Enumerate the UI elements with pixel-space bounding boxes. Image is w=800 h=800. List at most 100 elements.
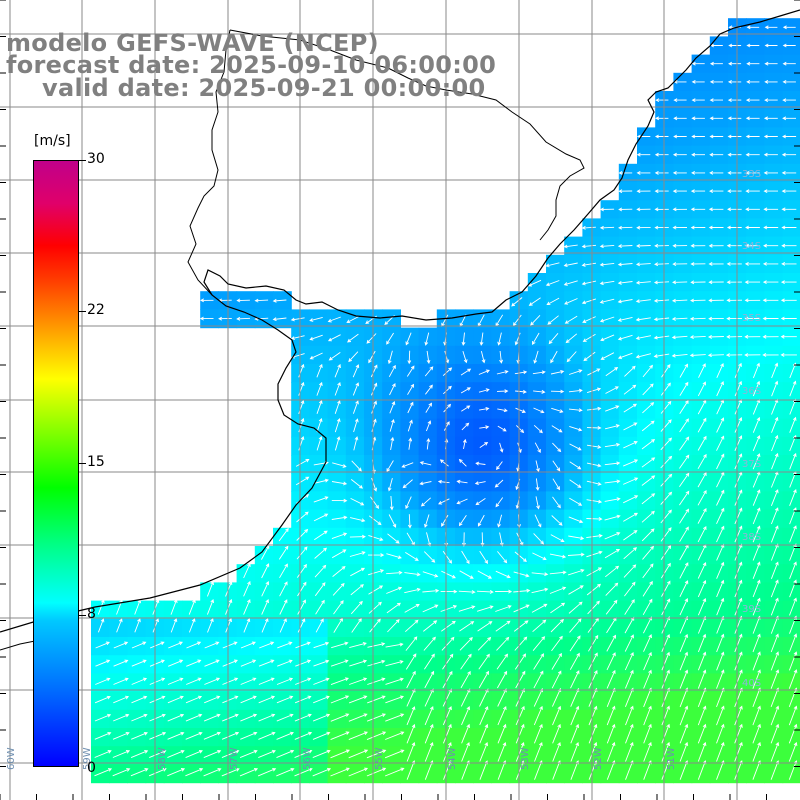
wind-arrow [479, 706, 489, 726]
wind-arrow [167, 731, 185, 740]
wind-arrow [752, 416, 761, 433]
wind-arrow [588, 705, 598, 726]
wind-arrow [424, 706, 434, 726]
wind-arrow [474, 481, 486, 486]
wind-arrow [690, 207, 706, 212]
wind-arrow [679, 741, 689, 762]
wind-arrow [782, 116, 796, 121]
wind-arrow [313, 478, 329, 484]
wind-arrow [641, 528, 655, 542]
wind-arrow [654, 171, 669, 175]
wind-arrow [636, 189, 651, 194]
wind-arrow [727, 98, 742, 102]
wind-arrow [763, 207, 779, 212]
wind-arrow [734, 543, 743, 561]
wind-arrow [660, 562, 671, 579]
wind-arrow [533, 424, 543, 434]
colorbar [33, 160, 79, 767]
lon-label-56w: 56W [302, 747, 313, 770]
wind-arrow [549, 586, 567, 594]
wind-arrow [497, 742, 507, 762]
wind-arrow [782, 43, 796, 48]
wind-arrow [496, 370, 509, 375]
wind-arrow [386, 570, 403, 575]
wind-arrow [456, 479, 468, 484]
wind-arrow [533, 407, 545, 414]
wind-arrow [294, 767, 313, 777]
wind-arrow [582, 316, 596, 323]
wind-arrow [425, 420, 432, 432]
wind-arrow [295, 476, 310, 486]
wind-arrow [679, 580, 689, 597]
wind-arrow [624, 599, 635, 615]
wind-arrow [586, 462, 602, 468]
wind-arrow [661, 651, 670, 671]
wind-arrow [752, 579, 761, 598]
wind-arrow [782, 80, 796, 84]
wind-arrow [716, 705, 725, 726]
wind-arrow [752, 651, 761, 671]
wind-arrow [671, 353, 688, 358]
wind-arrow [258, 731, 276, 740]
lon-label-51w: 51W [666, 747, 677, 770]
wind-arrow [734, 651, 743, 671]
wind-arrow [770, 525, 779, 543]
wind-arrow [763, 171, 778, 175]
wind-arrow [552, 496, 561, 509]
wind-arrow [461, 706, 471, 726]
wind-arrow [642, 402, 655, 414]
wind-arrow [605, 599, 618, 615]
wind-arrow [316, 363, 323, 378]
wind-arrow [460, 653, 472, 670]
wind-arrow [348, 713, 368, 722]
wind-arrow [641, 510, 655, 523]
wind-arrow [437, 479, 450, 484]
wind-arrow [371, 477, 378, 492]
wind-arrow [458, 458, 467, 467]
wind-arrow [257, 767, 277, 777]
wind-arrow [709, 134, 724, 139]
wind-arrow [643, 723, 652, 744]
wind-arrow [95, 641, 110, 649]
wind-arrow [334, 363, 341, 378]
lat-label-37s: 37S [742, 459, 761, 470]
wind-arrow [312, 713, 331, 722]
wind-arrow [643, 705, 652, 726]
wind-arrow [697, 705, 707, 726]
wind-arrow [642, 563, 654, 579]
wind-arrow [653, 317, 670, 322]
wind-arrow [309, 352, 323, 360]
wind-arrow [709, 116, 724, 121]
wind-arrow [617, 281, 633, 285]
wind-arrow [514, 653, 527, 670]
wind-arrow [548, 333, 559, 345]
wind-arrow [653, 353, 670, 359]
wind-arrow [746, 61, 760, 66]
wind-arrow [406, 365, 415, 377]
wind-arrow [745, 171, 760, 175]
wind-arrow [533, 723, 543, 744]
wind-arrow [222, 695, 239, 704]
wind-arrow [423, 636, 436, 651]
wind-arrow [679, 490, 690, 506]
wind-arrow [236, 298, 250, 303]
wind-arrow [588, 652, 598, 671]
wind-arrow [366, 333, 377, 344]
wind-arrow [564, 315, 578, 324]
wind-arrow [222, 641, 238, 649]
wind-arrow [495, 570, 511, 579]
wind-arrow [599, 207, 615, 212]
wind-arrow [366, 749, 387, 759]
wind-arrow [623, 512, 639, 522]
wind-arrow [586, 583, 602, 596]
wind-arrow [113, 641, 129, 649]
wind-arrow [207, 618, 214, 633]
wind-arrow [404, 619, 419, 633]
wind-arrow [203, 767, 222, 777]
wind-arrow [370, 364, 378, 378]
wind-arrow [671, 335, 688, 340]
wind-arrow [424, 742, 434, 762]
wind-arrow [261, 545, 270, 560]
wind-arrow [475, 498, 486, 506]
